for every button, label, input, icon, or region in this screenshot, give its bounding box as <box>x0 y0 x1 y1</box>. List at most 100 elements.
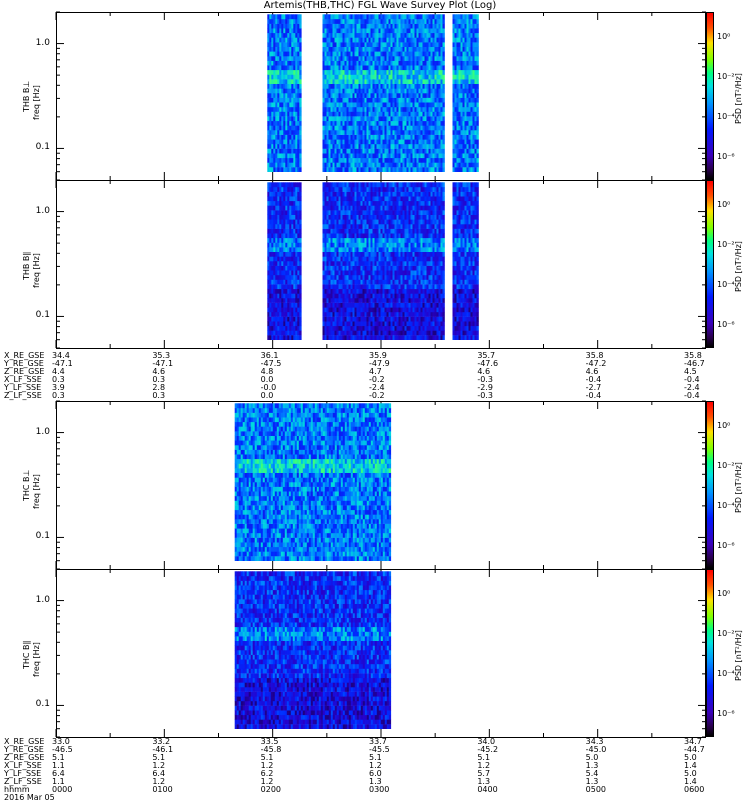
spectrogram-cell <box>405 162 407 167</box>
spectrogram-cell <box>379 335 381 340</box>
spectrogram-cell <box>287 326 289 331</box>
spectrogram-cell <box>425 125 427 130</box>
spectrogram-cell <box>417 98 419 103</box>
spectrogram-cell <box>353 167 355 172</box>
spectrogram-cell <box>389 24 391 29</box>
spectrogram-cell <box>353 125 355 130</box>
spectrogram-cell <box>335 256 337 261</box>
spectrogram-cell <box>435 19 437 24</box>
spectrogram-cell <box>339 70 341 75</box>
spectrogram-cell <box>281 275 283 280</box>
spectrogram-cell <box>381 317 383 322</box>
spectrogram-cell <box>295 252 297 257</box>
spectrogram-cell <box>337 130 339 135</box>
spectrogram-cell <box>337 266 339 271</box>
spectrogram-cell <box>377 51 379 56</box>
spectrogram-cell <box>271 38 273 43</box>
spectrogram-cell <box>397 84 399 89</box>
spectrogram-cell <box>477 61 479 66</box>
spectrogram-cell <box>285 139 287 144</box>
spectrogram-cell <box>323 215 325 220</box>
spectrogram-cell <box>283 252 285 257</box>
spectrogram-cell <box>331 238 333 243</box>
spectrogram-cell <box>273 84 275 89</box>
spectrogram-cell <box>463 42 465 47</box>
spectrogram-cell <box>423 84 425 89</box>
spectrogram-cell <box>379 135 381 140</box>
spectrogram-cell <box>339 229 341 234</box>
spectrogram-cell <box>341 233 343 238</box>
spectrogram-cell <box>441 139 443 144</box>
spectrogram-cell <box>393 162 395 167</box>
spectrogram-cell <box>277 192 279 197</box>
spectrogram-cell <box>425 38 427 43</box>
spectrogram-cell <box>413 158 415 163</box>
spectrogram-cell <box>283 51 285 56</box>
spectrogram-cell <box>353 158 355 163</box>
spectrogram-cell <box>269 192 271 197</box>
spectrogram-cell <box>443 14 445 19</box>
spectrogram-cell <box>387 88 389 93</box>
spectrogram-cell <box>421 149 423 154</box>
spectrogram-cell <box>361 192 363 197</box>
spectrogram-cell <box>409 149 411 154</box>
spectrogram-cell <box>345 144 347 149</box>
spectrogram-cell <box>341 162 343 167</box>
spectrogram-cell <box>343 256 345 261</box>
spectrogram-cell <box>329 321 331 326</box>
spectrogram-cell <box>367 280 369 285</box>
spectrogram-cell <box>271 252 273 257</box>
spectrogram-cell <box>279 312 281 317</box>
spectrogram-cell <box>323 24 325 29</box>
spectrogram-cell <box>325 79 327 84</box>
spectrogram-cell <box>333 149 335 154</box>
spectrogram-cell <box>287 70 289 75</box>
spectrogram-cell <box>397 107 399 112</box>
spectrogram-cell <box>473 116 475 121</box>
spectrogram-cell <box>333 182 335 187</box>
spectrogram-cell <box>299 196 301 201</box>
spectrogram-cell <box>381 162 383 167</box>
spectrogram-cell <box>439 88 441 93</box>
spectrogram-cell <box>461 102 463 107</box>
spectrogram-cell <box>411 102 413 107</box>
spectrogram-cell <box>359 270 361 275</box>
spectrogram-cell <box>375 65 377 70</box>
spectrogram-cell <box>357 144 359 149</box>
spectrogram-cell <box>407 139 409 144</box>
spectrogram-cell <box>291 88 293 93</box>
spectrogram-cell <box>335 293 337 298</box>
spectrogram-cell <box>473 42 475 47</box>
spectrogram-cell <box>339 51 341 56</box>
spectrogram-cell <box>419 33 421 38</box>
spectrogram-cell <box>357 247 359 252</box>
spectrogram-cell <box>411 42 413 47</box>
spectrogram-cell <box>361 247 363 252</box>
spectrogram-cell <box>295 233 297 238</box>
spectrogram-cell <box>367 125 369 130</box>
spectrogram-cell <box>391 42 393 47</box>
spectrogram-cell <box>411 139 413 144</box>
spectrogram-cell <box>437 167 439 172</box>
spectrogram-cell <box>475 75 477 80</box>
spectrogram-cell <box>389 158 391 163</box>
spectrogram-cell <box>333 321 335 326</box>
spectrogram-cell <box>297 79 299 84</box>
spectrogram-cell <box>347 335 349 340</box>
spectrogram-cell <box>361 298 363 303</box>
spectrogram-cell <box>289 182 291 187</box>
spectrogram-cell <box>393 107 395 112</box>
spectrogram-cell <box>351 243 353 248</box>
spectrogram-cell <box>267 28 269 33</box>
spectrogram-cell <box>417 42 419 47</box>
spectrogram-cell <box>421 167 423 172</box>
spectrogram-cell <box>409 56 411 61</box>
spectrogram-cell <box>271 121 273 126</box>
spectrogram-cell <box>341 121 343 126</box>
spectrogram-cell <box>297 116 299 121</box>
spectrogram-cell <box>419 162 421 167</box>
spectrogram-cell <box>295 24 297 29</box>
spectrogram-cell <box>377 192 379 197</box>
spectrogram-cell <box>285 201 287 206</box>
spectrogram-cell <box>291 330 293 335</box>
